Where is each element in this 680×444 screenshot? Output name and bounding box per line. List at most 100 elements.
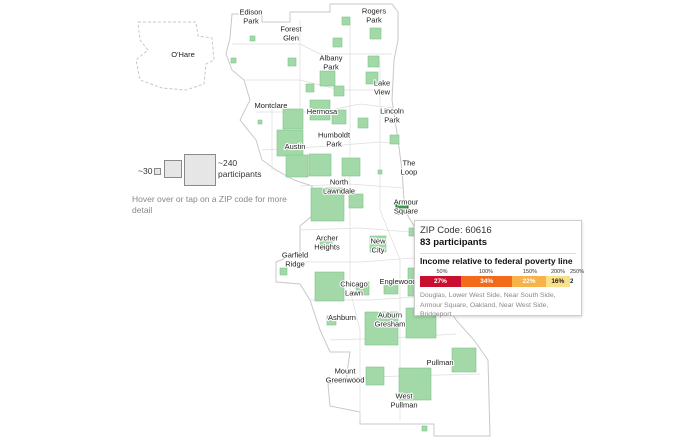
zip-square[interactable]	[369, 235, 387, 253]
zip-square[interactable]	[341, 157, 361, 177]
neighborhood-label: Park	[326, 140, 342, 149]
legend-small-square	[154, 168, 161, 175]
zip-square[interactable]	[421, 425, 428, 432]
neighborhood-label: Greenwood	[326, 376, 365, 385]
neighborhood-label: Humboldt	[318, 131, 351, 140]
label-halo: City	[372, 246, 385, 255]
zip-square[interactable]	[276, 129, 304, 157]
poverty-segment-2: 22%	[512, 276, 546, 287]
label-halo: Park	[243, 17, 259, 26]
ohare-outline	[135, 21, 215, 91]
poverty-segment-4: 2%	[569, 276, 573, 287]
zip-square[interactable]	[285, 154, 309, 178]
zip-square[interactable]	[341, 16, 351, 26]
hover-hint: Hover over or tap on a ZIP code for more…	[132, 194, 287, 215]
tooltip-scale: 50% 100% 150% 200% 250%	[420, 269, 584, 276]
neighborhood-label: Rogers	[362, 7, 386, 16]
zip-square[interactable]	[305, 83, 315, 93]
zip-square[interactable]	[308, 153, 332, 177]
neighborhood-label: View	[374, 88, 391, 97]
label-halo: Hermosa	[307, 107, 338, 116]
zip-square[interactable]	[377, 169, 383, 175]
scale-tick: 150%	[522, 269, 538, 275]
zip-square[interactable]	[369, 27, 382, 40]
zip-square[interactable]	[249, 35, 256, 42]
label-halo: Armour	[394, 198, 419, 207]
label-halo: Englewood	[379, 277, 416, 286]
zip-square[interactable]	[357, 117, 369, 129]
label-halo: Park	[384, 116, 400, 125]
neighborhood-label: Englewood	[379, 277, 416, 286]
zip-square[interactable]	[367, 55, 380, 68]
zip-square[interactable]	[332, 37, 343, 48]
zip-square[interactable]	[348, 193, 364, 209]
zip-square[interactable]	[326, 315, 337, 326]
neighborhood-label: Albany	[320, 54, 343, 63]
neighborhood-label: North	[330, 178, 348, 187]
zip-square[interactable]	[279, 267, 288, 276]
zip-square[interactable]	[230, 57, 237, 64]
label-halo: Park	[323, 63, 339, 72]
neighborhood-label: O'Hare	[171, 50, 195, 59]
label-halo: Ridge	[285, 260, 305, 269]
neighborhood-label: Lincoln	[380, 107, 404, 116]
neighborhood-label: Park	[384, 116, 400, 125]
label-halo: Pullman	[390, 401, 417, 410]
zip-square[interactable]	[365, 366, 385, 386]
zip-square[interactable]	[319, 70, 336, 87]
tooltip-participants: 83 participants	[420, 237, 488, 248]
label-halo: North	[330, 178, 348, 187]
zip-square[interactable]	[319, 237, 333, 251]
zip-square-60616-selected[interactable]	[395, 201, 409, 215]
legend-large-square	[184, 154, 216, 186]
scale-tick: 50%	[436, 269, 448, 275]
label-halo: Austin	[285, 142, 306, 151]
zip-square[interactable]	[451, 347, 477, 373]
zip-square[interactable]	[365, 71, 379, 85]
neighborhood-label: Mount	[335, 367, 357, 376]
neighborhood-label: Park	[323, 63, 339, 72]
label-halo: Park	[366, 16, 382, 25]
zip-square[interactable]	[309, 99, 331, 121]
poverty-segment-1: 34%	[460, 276, 513, 287]
neighborhood-label: West	[396, 392, 414, 401]
label-halo: Humboldt	[318, 131, 351, 140]
label-halo: Montclare	[255, 101, 288, 110]
neighborhood-label: New	[370, 237, 386, 246]
zip-square[interactable]	[331, 109, 347, 125]
neighborhood-label: Heights	[314, 243, 340, 252]
neighborhood-label: Edison	[240, 8, 263, 17]
tooltip-neighborhoods: Douglas, Lower West Side, Near South Sid…	[420, 292, 556, 318]
tooltip-chart-title: Income relative to federal poverty line	[420, 256, 573, 266]
legend-medium-square	[164, 160, 182, 178]
zip-square[interactable]	[383, 279, 399, 295]
zip-square[interactable]	[282, 108, 304, 130]
neighborhood-label: Park	[366, 16, 382, 25]
neighborhood-label: Armour	[394, 198, 419, 207]
neighborhood-label: Garfield	[282, 251, 308, 260]
label-halo: Ashburn	[328, 313, 356, 322]
label-halo: Chicago	[340, 280, 368, 289]
zip-square[interactable]	[287, 57, 297, 67]
neighborhood-label: Lake	[374, 79, 390, 88]
zip-square[interactable]	[364, 311, 399, 346]
neighborhood-label: Forest	[280, 25, 302, 34]
label-halo: Lawndale	[323, 187, 355, 196]
tooltip-zip-code: ZIP Code: 60616	[420, 225, 492, 236]
size-legend: ~30 ~240 participants	[132, 154, 282, 214]
label-halo: Gresham	[375, 320, 406, 329]
zip-square[interactable]	[398, 367, 432, 401]
zip-square[interactable]	[314, 271, 345, 302]
label-halo: Edison	[240, 8, 263, 17]
legend-large-label: ~240 participants	[218, 158, 262, 179]
poverty-segment-0: 27%	[420, 276, 461, 287]
neighborhood-label: Ashburn	[328, 313, 356, 322]
neighborhood-label: Square	[394, 207, 418, 216]
zip-square[interactable]	[310, 187, 345, 222]
label-halo: New	[370, 237, 386, 246]
zip-square[interactable]	[389, 134, 400, 145]
neighborhood-label: Gresham	[375, 320, 406, 329]
zip-square[interactable]	[257, 119, 263, 125]
zip-square[interactable]	[355, 281, 370, 296]
zip-square[interactable]	[333, 85, 345, 97]
